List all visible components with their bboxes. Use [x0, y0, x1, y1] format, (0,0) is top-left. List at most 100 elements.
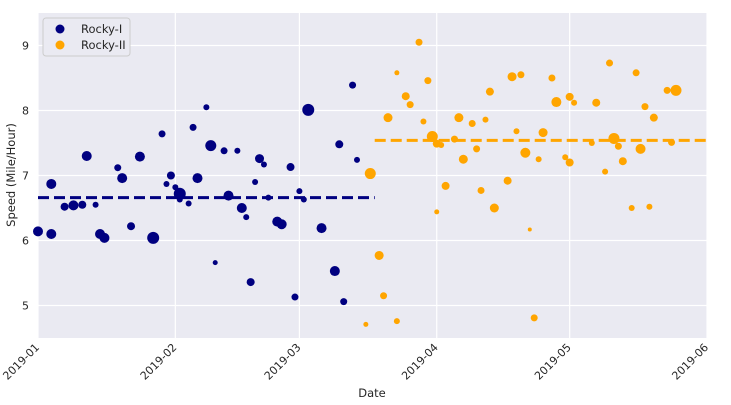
data-point: [329, 266, 340, 277]
legend: Rocky-I Rocky-II: [42, 17, 131, 57]
data-point: [316, 223, 327, 234]
x-tick-label: 2019-02: [138, 341, 180, 383]
data-point: [33, 226, 43, 237]
data-point: [236, 203, 247, 213]
y-axis-label: Speed (Mile/Hour): [4, 123, 18, 227]
data-point: [205, 140, 217, 152]
data-point: [134, 151, 145, 162]
data-point: [176, 196, 183, 203]
data-point: [189, 123, 197, 131]
data-point: [393, 318, 400, 325]
data-point: [441, 181, 450, 190]
data-point: [489, 203, 499, 213]
data-point: [424, 77, 432, 85]
data-point: [458, 154, 468, 164]
data-point: [374, 250, 384, 260]
data-point: [260, 161, 267, 168]
data-point: [592, 98, 601, 107]
x-tick-label: 2019-05: [532, 341, 574, 383]
data-point: [117, 173, 128, 184]
data-point: [234, 147, 241, 154]
data-point: [535, 156, 542, 163]
legend-item-rocky-i: Rocky-I: [55, 22, 122, 36]
data-point: [527, 227, 532, 232]
data-point: [670, 84, 682, 96]
data-point: [192, 173, 203, 184]
data-point: [291, 293, 299, 301]
x-tick-label: 2019-06: [669, 341, 711, 383]
data-point: [363, 321, 369, 327]
data-point: [335, 140, 344, 149]
data-point: [223, 190, 234, 201]
data-point: [641, 103, 649, 111]
data-point: [618, 157, 627, 166]
data-point: [78, 200, 87, 209]
data-point: [383, 113, 393, 123]
mean-lines: [38, 138, 707, 200]
data-point: [434, 209, 440, 215]
legend-label: Rocky-II: [81, 38, 126, 52]
data-point: [562, 154, 569, 161]
data-point: [166, 171, 175, 180]
data-point: [468, 120, 476, 127]
data-point: [203, 104, 210, 111]
data-point: [415, 38, 423, 46]
x-tick-label: 2019-04: [399, 341, 441, 383]
data-point: [477, 186, 485, 194]
data-point: [401, 92, 410, 101]
data-point: [349, 81, 357, 89]
data-point: [520, 147, 531, 158]
data-point: [482, 116, 489, 123]
data-point: [364, 168, 376, 180]
data-point: [517, 71, 525, 79]
data-point: [255, 154, 265, 164]
data-point: [243, 214, 250, 221]
x-axis-label: Date: [358, 386, 386, 400]
data-point: [503, 176, 512, 185]
data-point: [114, 164, 122, 172]
data-point: [571, 99, 578, 106]
data-point: [340, 298, 348, 306]
y-tick-label: 6: [22, 235, 29, 248]
legend-label: Rocky-I: [81, 22, 122, 36]
data-point: [99, 232, 110, 243]
data-point: [380, 292, 388, 300]
data-point: [649, 113, 658, 122]
data-point: [147, 231, 160, 244]
data-point: [565, 158, 574, 167]
data-point: [646, 203, 653, 210]
data-point: [92, 201, 99, 208]
data-point: [394, 70, 400, 76]
data-point: [127, 222, 136, 231]
legend-marker-icon: [55, 24, 65, 34]
data-point: [438, 141, 445, 148]
data-point: [551, 97, 562, 108]
y-tick-label: 7: [22, 170, 29, 183]
legend-marker-icon: [55, 40, 65, 50]
data-points: [33, 38, 682, 327]
data-point: [296, 188, 303, 195]
data-point: [212, 260, 218, 266]
data-point: [220, 147, 228, 155]
data-point: [246, 278, 255, 287]
data-point: [302, 103, 315, 116]
data-point: [606, 59, 614, 67]
data-point: [565, 92, 574, 101]
data-point: [60, 202, 69, 211]
data-point: [158, 130, 166, 138]
data-point: [635, 143, 646, 154]
data-point: [614, 142, 622, 150]
data-point: [507, 72, 517, 82]
data-point: [513, 128, 520, 135]
data-point: [68, 200, 79, 211]
data-point: [530, 314, 538, 322]
data-point: [485, 87, 494, 96]
data-point: [46, 229, 57, 239]
data-point: [628, 205, 635, 211]
x-axis-ticks: 2019-01 2019-02 2019-03 2019-04 2019-05 2019-…: [0, 341, 711, 383]
data-point: [454, 113, 464, 123]
data-point: [353, 156, 360, 163]
legend-box: [42, 17, 131, 57]
y-tick-label: 8: [22, 105, 29, 118]
